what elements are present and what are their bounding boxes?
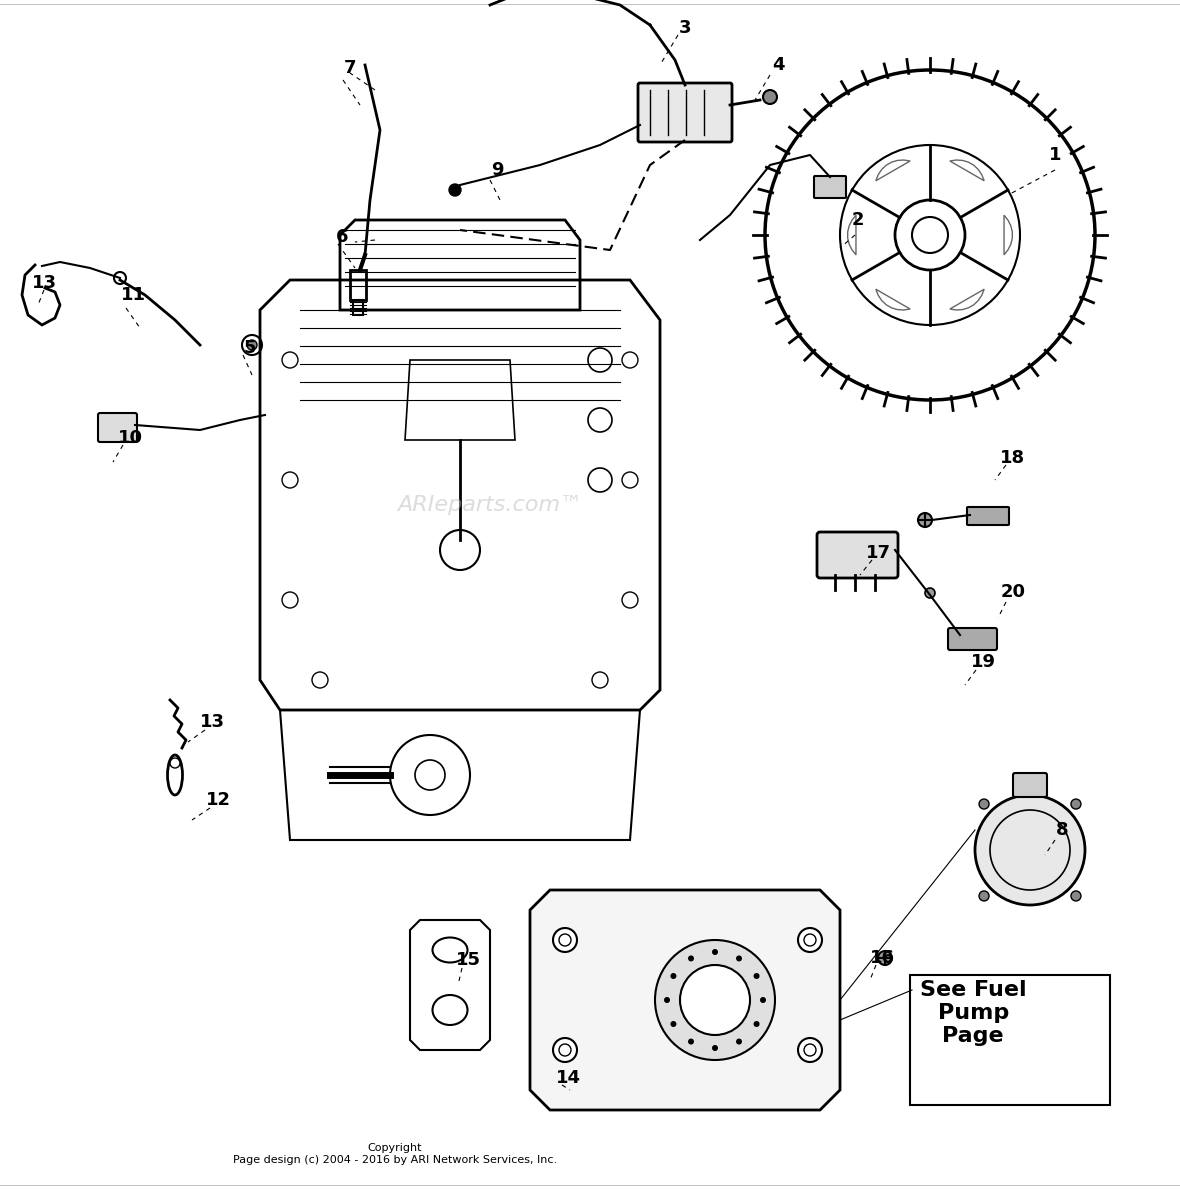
Circle shape (1071, 799, 1081, 809)
Circle shape (736, 956, 742, 962)
Circle shape (680, 965, 750, 1034)
Circle shape (1071, 891, 1081, 901)
Circle shape (553, 927, 577, 952)
Circle shape (553, 1038, 577, 1062)
Text: 18: 18 (1001, 449, 1025, 467)
Text: 6: 6 (336, 228, 348, 246)
Text: 12: 12 (205, 791, 230, 809)
FancyBboxPatch shape (966, 507, 1009, 526)
Circle shape (688, 956, 694, 962)
Circle shape (655, 940, 775, 1061)
Circle shape (760, 998, 766, 1004)
Text: 10: 10 (118, 429, 143, 447)
FancyBboxPatch shape (98, 413, 137, 442)
Circle shape (670, 973, 676, 979)
Polygon shape (950, 289, 984, 310)
Text: Page design (c) 2004 - 2016 by ARI Network Services, Inc.: Page design (c) 2004 - 2016 by ARI Netwo… (232, 1155, 557, 1165)
Circle shape (754, 1021, 760, 1027)
Text: See Fuel
Pump
Page: See Fuel Pump Page (920, 980, 1027, 1046)
Text: 3: 3 (678, 19, 691, 37)
Ellipse shape (433, 995, 467, 1025)
Circle shape (450, 184, 461, 196)
Text: 14: 14 (556, 1069, 581, 1087)
FancyBboxPatch shape (638, 83, 732, 141)
Circle shape (798, 1038, 822, 1062)
Polygon shape (876, 161, 910, 181)
Circle shape (670, 1021, 676, 1027)
Ellipse shape (168, 755, 183, 795)
Ellipse shape (433, 937, 467, 963)
Text: 20: 20 (1001, 583, 1025, 600)
Polygon shape (1004, 215, 1012, 254)
Circle shape (688, 1038, 694, 1045)
Circle shape (918, 512, 932, 527)
Circle shape (878, 951, 892, 965)
Circle shape (979, 891, 989, 901)
FancyBboxPatch shape (814, 176, 846, 199)
Circle shape (736, 1038, 742, 1045)
Circle shape (798, 927, 822, 952)
Text: 17: 17 (865, 545, 891, 562)
Text: 11: 11 (120, 287, 145, 304)
Text: 9: 9 (491, 161, 503, 180)
Polygon shape (876, 289, 910, 310)
Polygon shape (530, 891, 840, 1111)
Text: 1: 1 (1049, 146, 1061, 164)
Circle shape (754, 973, 760, 979)
Bar (353, 300, 363, 315)
Text: 7: 7 (343, 59, 356, 77)
Polygon shape (950, 161, 984, 181)
FancyBboxPatch shape (817, 531, 898, 578)
Circle shape (763, 90, 776, 103)
Polygon shape (847, 215, 856, 254)
Circle shape (712, 949, 717, 955)
Text: 15: 15 (455, 951, 480, 969)
Text: Copyright: Copyright (368, 1143, 422, 1153)
FancyBboxPatch shape (948, 628, 997, 650)
Bar (350, 270, 366, 300)
Text: 8: 8 (1056, 820, 1068, 839)
Circle shape (712, 1045, 717, 1051)
Circle shape (247, 340, 257, 350)
Text: 19: 19 (970, 653, 996, 671)
FancyBboxPatch shape (1012, 773, 1047, 797)
Text: 16: 16 (870, 949, 894, 967)
Text: 5: 5 (244, 339, 256, 357)
Text: 4: 4 (772, 56, 785, 74)
Text: 13: 13 (32, 273, 57, 292)
Circle shape (925, 589, 935, 598)
Text: ARIeparts.com™: ARIeparts.com™ (398, 495, 583, 515)
Text: 13: 13 (199, 713, 224, 731)
Circle shape (664, 998, 670, 1004)
Circle shape (979, 799, 989, 809)
Circle shape (975, 795, 1084, 905)
Polygon shape (409, 920, 490, 1050)
Text: 2: 2 (852, 210, 864, 229)
